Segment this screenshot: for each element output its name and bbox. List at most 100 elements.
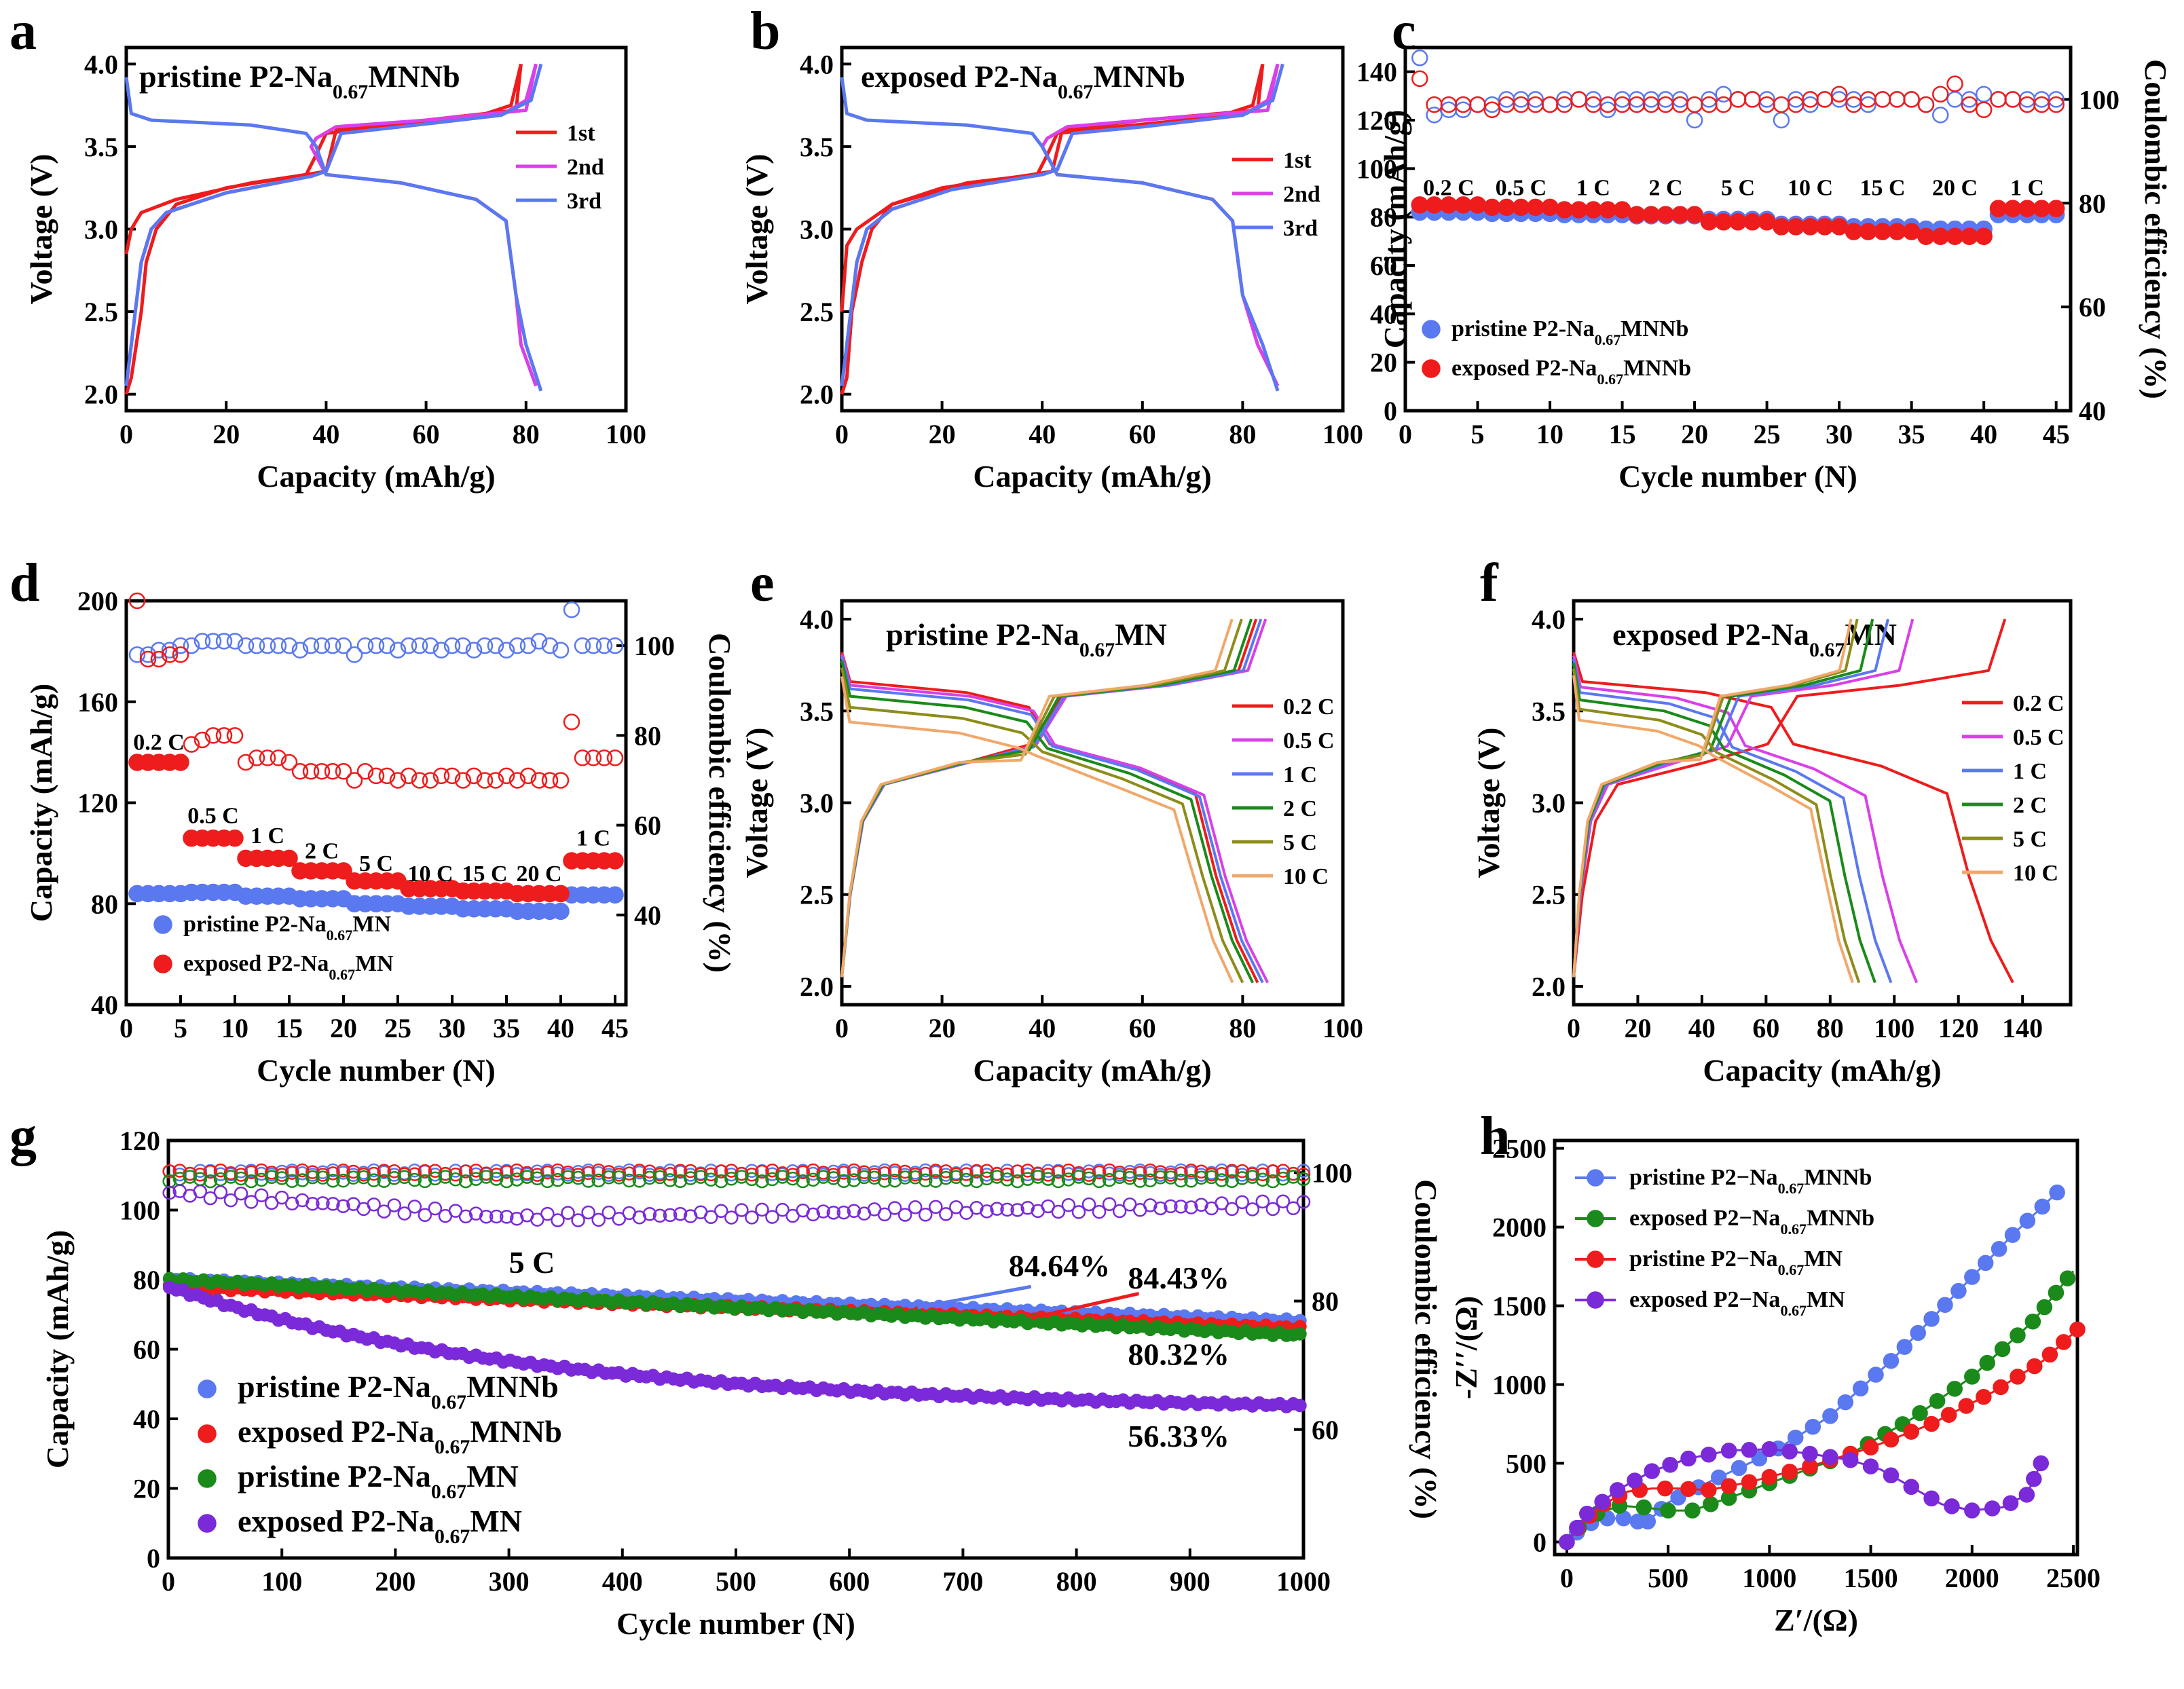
ce-point [591, 1173, 606, 1188]
legend-label-tail: MN [1807, 1287, 1845, 1312]
rate-label: 15 C [462, 861, 507, 887]
nyquist-point [1701, 1446, 1717, 1463]
ce-point [377, 1174, 391, 1188]
ce-point [663, 1173, 678, 1187]
capacity-point [1512, 198, 1530, 217]
curve-5 C-discharge [840, 667, 1244, 984]
capacity-point [1758, 213, 1776, 231]
ce-point [595, 749, 613, 766]
ce-point [400, 637, 418, 654]
y-tick-label: 3.5 [800, 132, 834, 162]
ce-point [1426, 96, 1443, 113]
y-tick-label: 2.5 [84, 297, 118, 327]
x-tick-label: 45 [601, 1013, 629, 1043]
ce-point [422, 772, 439, 789]
nyquist-point [1950, 1282, 1967, 1299]
ce-point [448, 1204, 463, 1218]
capacity-point [606, 852, 624, 870]
ce-point [335, 762, 352, 780]
legend-label-tail: MN [470, 1504, 522, 1538]
ce-point [918, 1173, 933, 1187]
legend-label-main: exposed P2-Na [238, 1414, 434, 1449]
nyquist-point [2059, 1270, 2076, 1286]
x-tick-label: 100 [261, 1566, 302, 1597]
rate-label: 2 C [1648, 176, 1682, 201]
legend-label-0.2 C: 0.2 C [1283, 694, 1335, 720]
x-tick-label: 20 [212, 419, 240, 449]
y-tick-label: 0 [147, 1543, 160, 1574]
panel-h: h 0 500 1000 1500 2000 2500 0 500 1000 1500 2000 250… [1449, 1107, 2100, 1637]
rate-label: 1 C [2010, 176, 2044, 201]
y-tick-label: 20 [133, 1474, 160, 1504]
ce-point [162, 1164, 177, 1178]
nyquist-point [1662, 1457, 1678, 1473]
curve-2nd-charge [124, 63, 538, 386]
ce-point [1184, 1200, 1198, 1214]
legend-label-main: pristine P2-Na [238, 1459, 431, 1493]
y-axis-title: Capacity (mAh/g) [24, 684, 58, 922]
y-axis-title: -Z′′/(Ω) [1449, 1296, 1483, 1399]
ce-point [990, 1202, 1004, 1216]
capacity-point [1946, 227, 1964, 245]
ce-point [498, 642, 515, 658]
x-tick-label: 0 [1567, 1013, 1580, 1043]
legend-label-1st: 1st [1283, 148, 1312, 173]
y-tick-label: 3.0 [84, 215, 118, 245]
ce-point [1276, 1194, 1291, 1209]
ce-point [193, 1168, 208, 1182]
nyquist-point [1822, 1408, 1838, 1424]
ce-point [316, 1170, 330, 1185]
ce-point [574, 637, 591, 654]
ce-point [1010, 1174, 1024, 1189]
legend-marker [1587, 1250, 1604, 1268]
curve-0.5 C-discharge [1572, 655, 1919, 984]
y-tick-label: 2.0 [800, 971, 834, 1002]
curve-1st-charge [840, 63, 1265, 312]
ce-point [1235, 1195, 1249, 1210]
ce-point [563, 713, 580, 730]
ce-point [1031, 1170, 1045, 1184]
nyquist-point [1680, 1481, 1697, 1498]
panel-c: c0 5 10 15 20 25 30 35 40 45020406080100120140406… [1356, 1, 2173, 494]
nyquist-point [1964, 1369, 1980, 1385]
ce-point [847, 1204, 862, 1218]
curve-10 C-discharge [1572, 675, 1854, 984]
y-tick-label: 3.0 [1532, 788, 1566, 819]
ce-point [1556, 96, 1573, 113]
ce-point [183, 736, 200, 753]
legend-label-sub: 0.67 [1778, 1180, 1804, 1197]
ce-point [551, 1213, 565, 1227]
rate-label: 1 C [576, 826, 610, 851]
curve-1st-discharge [840, 64, 1265, 395]
x-tick-label: 45 [2043, 419, 2070, 449]
y-tick-label: 80 [133, 1265, 160, 1295]
capacity-point [606, 886, 624, 904]
ce-point [244, 1174, 259, 1189]
ce-point [1527, 91, 1544, 108]
ce-point [1975, 86, 1993, 103]
y-axis-title: Capacity (mAh/g) [40, 1230, 75, 1468]
ce-point [387, 1170, 401, 1185]
ce-point [1483, 101, 1501, 118]
ce-point [306, 1170, 320, 1185]
ce-point [1020, 1172, 1035, 1186]
ce-point [1061, 1163, 1076, 1178]
legend-label-1st: 1st [567, 121, 595, 146]
ce-point [1686, 111, 1703, 129]
panel-title: exposed P2-Na0.67MN [1612, 617, 1897, 661]
ce-point [724, 1210, 739, 1225]
nyquist-point [2018, 1487, 2035, 1503]
ce-point [254, 1188, 269, 1202]
y-tick-label: 4.0 [84, 49, 118, 79]
ce-point [1164, 1199, 1178, 1214]
ce-point [551, 1172, 565, 1187]
ce-point [203, 1191, 218, 1206]
ce-point [274, 1190, 289, 1205]
ce-point [313, 637, 331, 654]
ce-point [585, 637, 602, 654]
ce-point [1932, 107, 1949, 124]
nyquist-point [1720, 1443, 1737, 1459]
y-tick-label: 60 [133, 1335, 160, 1365]
capacity-point [1293, 1398, 1307, 1413]
